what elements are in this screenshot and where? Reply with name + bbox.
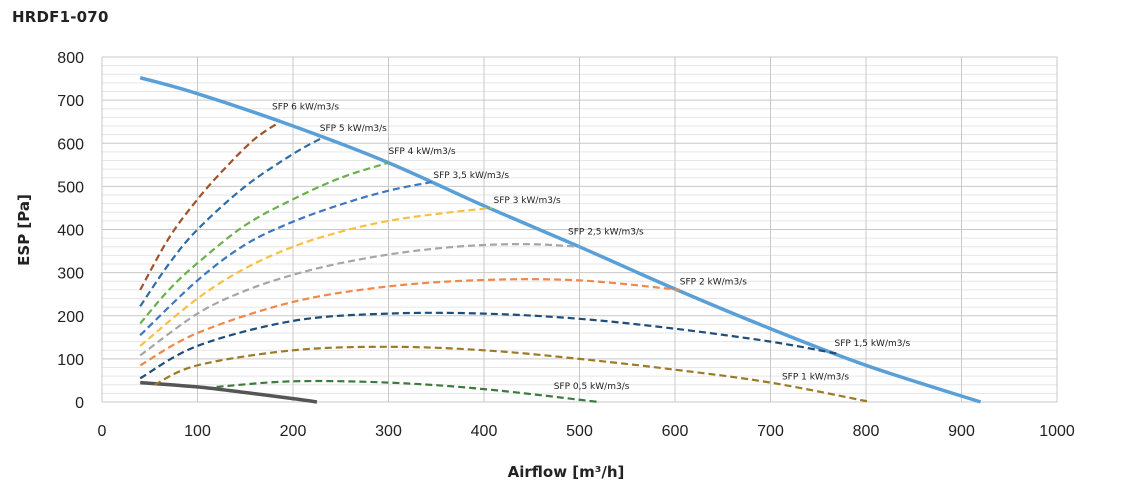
sfp-label: SFP 0,5 kW/m3/s <box>554 382 630 392</box>
series-line-6 <box>139 206 492 347</box>
series-labels: SFP 6 kW/m3/s SFP 5 kW/m3/s SFP 4 kW/m3/s S… <box>272 103 911 392</box>
y-tick-label: 300 <box>57 266 84 283</box>
y-tick-label: 0 <box>75 395 84 412</box>
series-line-1 <box>140 380 318 404</box>
x-tick-label: 200 <box>280 423 307 440</box>
series-line-7 <box>139 243 580 357</box>
sfp-label: SFP 3 kW/m3/s <box>494 196 561 206</box>
series-line-8 <box>139 278 680 367</box>
sfp-label: SFP 5 kW/m3/s <box>320 124 387 134</box>
x-tick-label: 900 <box>948 423 975 440</box>
x-tick-label: 0 <box>98 423 107 440</box>
sfp-label: SFP 3,5 kW/m3/s <box>433 171 509 181</box>
sfp-label: SFP 2,5 kW/m3/s <box>568 228 644 238</box>
y-tick-label: 400 <box>57 223 84 240</box>
series-line-5 <box>139 181 432 336</box>
chart-title: HRDF1-070 <box>12 8 109 26</box>
sfp-label: SFP 1 kW/m3/s <box>782 373 849 383</box>
x-axis-title: Airflow [m³/h] <box>508 463 625 481</box>
y-tick-label: 200 <box>57 309 84 326</box>
series-line-0 <box>139 76 982 404</box>
grid <box>101 56 1058 403</box>
series-line-2 <box>139 121 280 291</box>
y-tick-label: 700 <box>57 93 84 110</box>
y-axis-title: ESP [Pa] <box>15 194 33 266</box>
x-tick-label: 400 <box>471 423 498 440</box>
y-tick-label: 600 <box>57 136 84 153</box>
x-tick-label: 500 <box>566 423 593 440</box>
sfp-label: SFP 4 kW/m3/s <box>389 147 456 157</box>
x-tick-label: 700 <box>757 423 784 440</box>
y-tick-label: 500 <box>57 179 84 196</box>
x-tick-label: 1000 <box>1039 423 1075 440</box>
x-tick-label: 100 <box>184 423 211 440</box>
series-lines <box>139 76 982 404</box>
y-tick-label: 800 <box>57 50 84 67</box>
tick-labels: 0 100 200 300 400 500 600 700 800 900 1000 0 100 200 3… <box>57 50 1075 440</box>
series-line-10 <box>154 345 872 404</box>
sfp-label: SFP 6 kW/m3/s <box>272 103 339 113</box>
sfp-label: SFP 2 kW/m3/s <box>680 277 747 287</box>
x-tick-label: 300 <box>375 423 402 440</box>
series-line-11 <box>216 379 599 404</box>
series-line-9 <box>139 311 838 380</box>
series-line-3 <box>139 137 323 307</box>
x-tick-label: 800 <box>853 423 880 440</box>
series-line-4 <box>139 161 389 325</box>
y-tick-label: 100 <box>57 352 84 369</box>
x-tick-label: 600 <box>662 423 689 440</box>
sfp-label: SFP 1,5 kW/m3/s <box>834 339 910 349</box>
